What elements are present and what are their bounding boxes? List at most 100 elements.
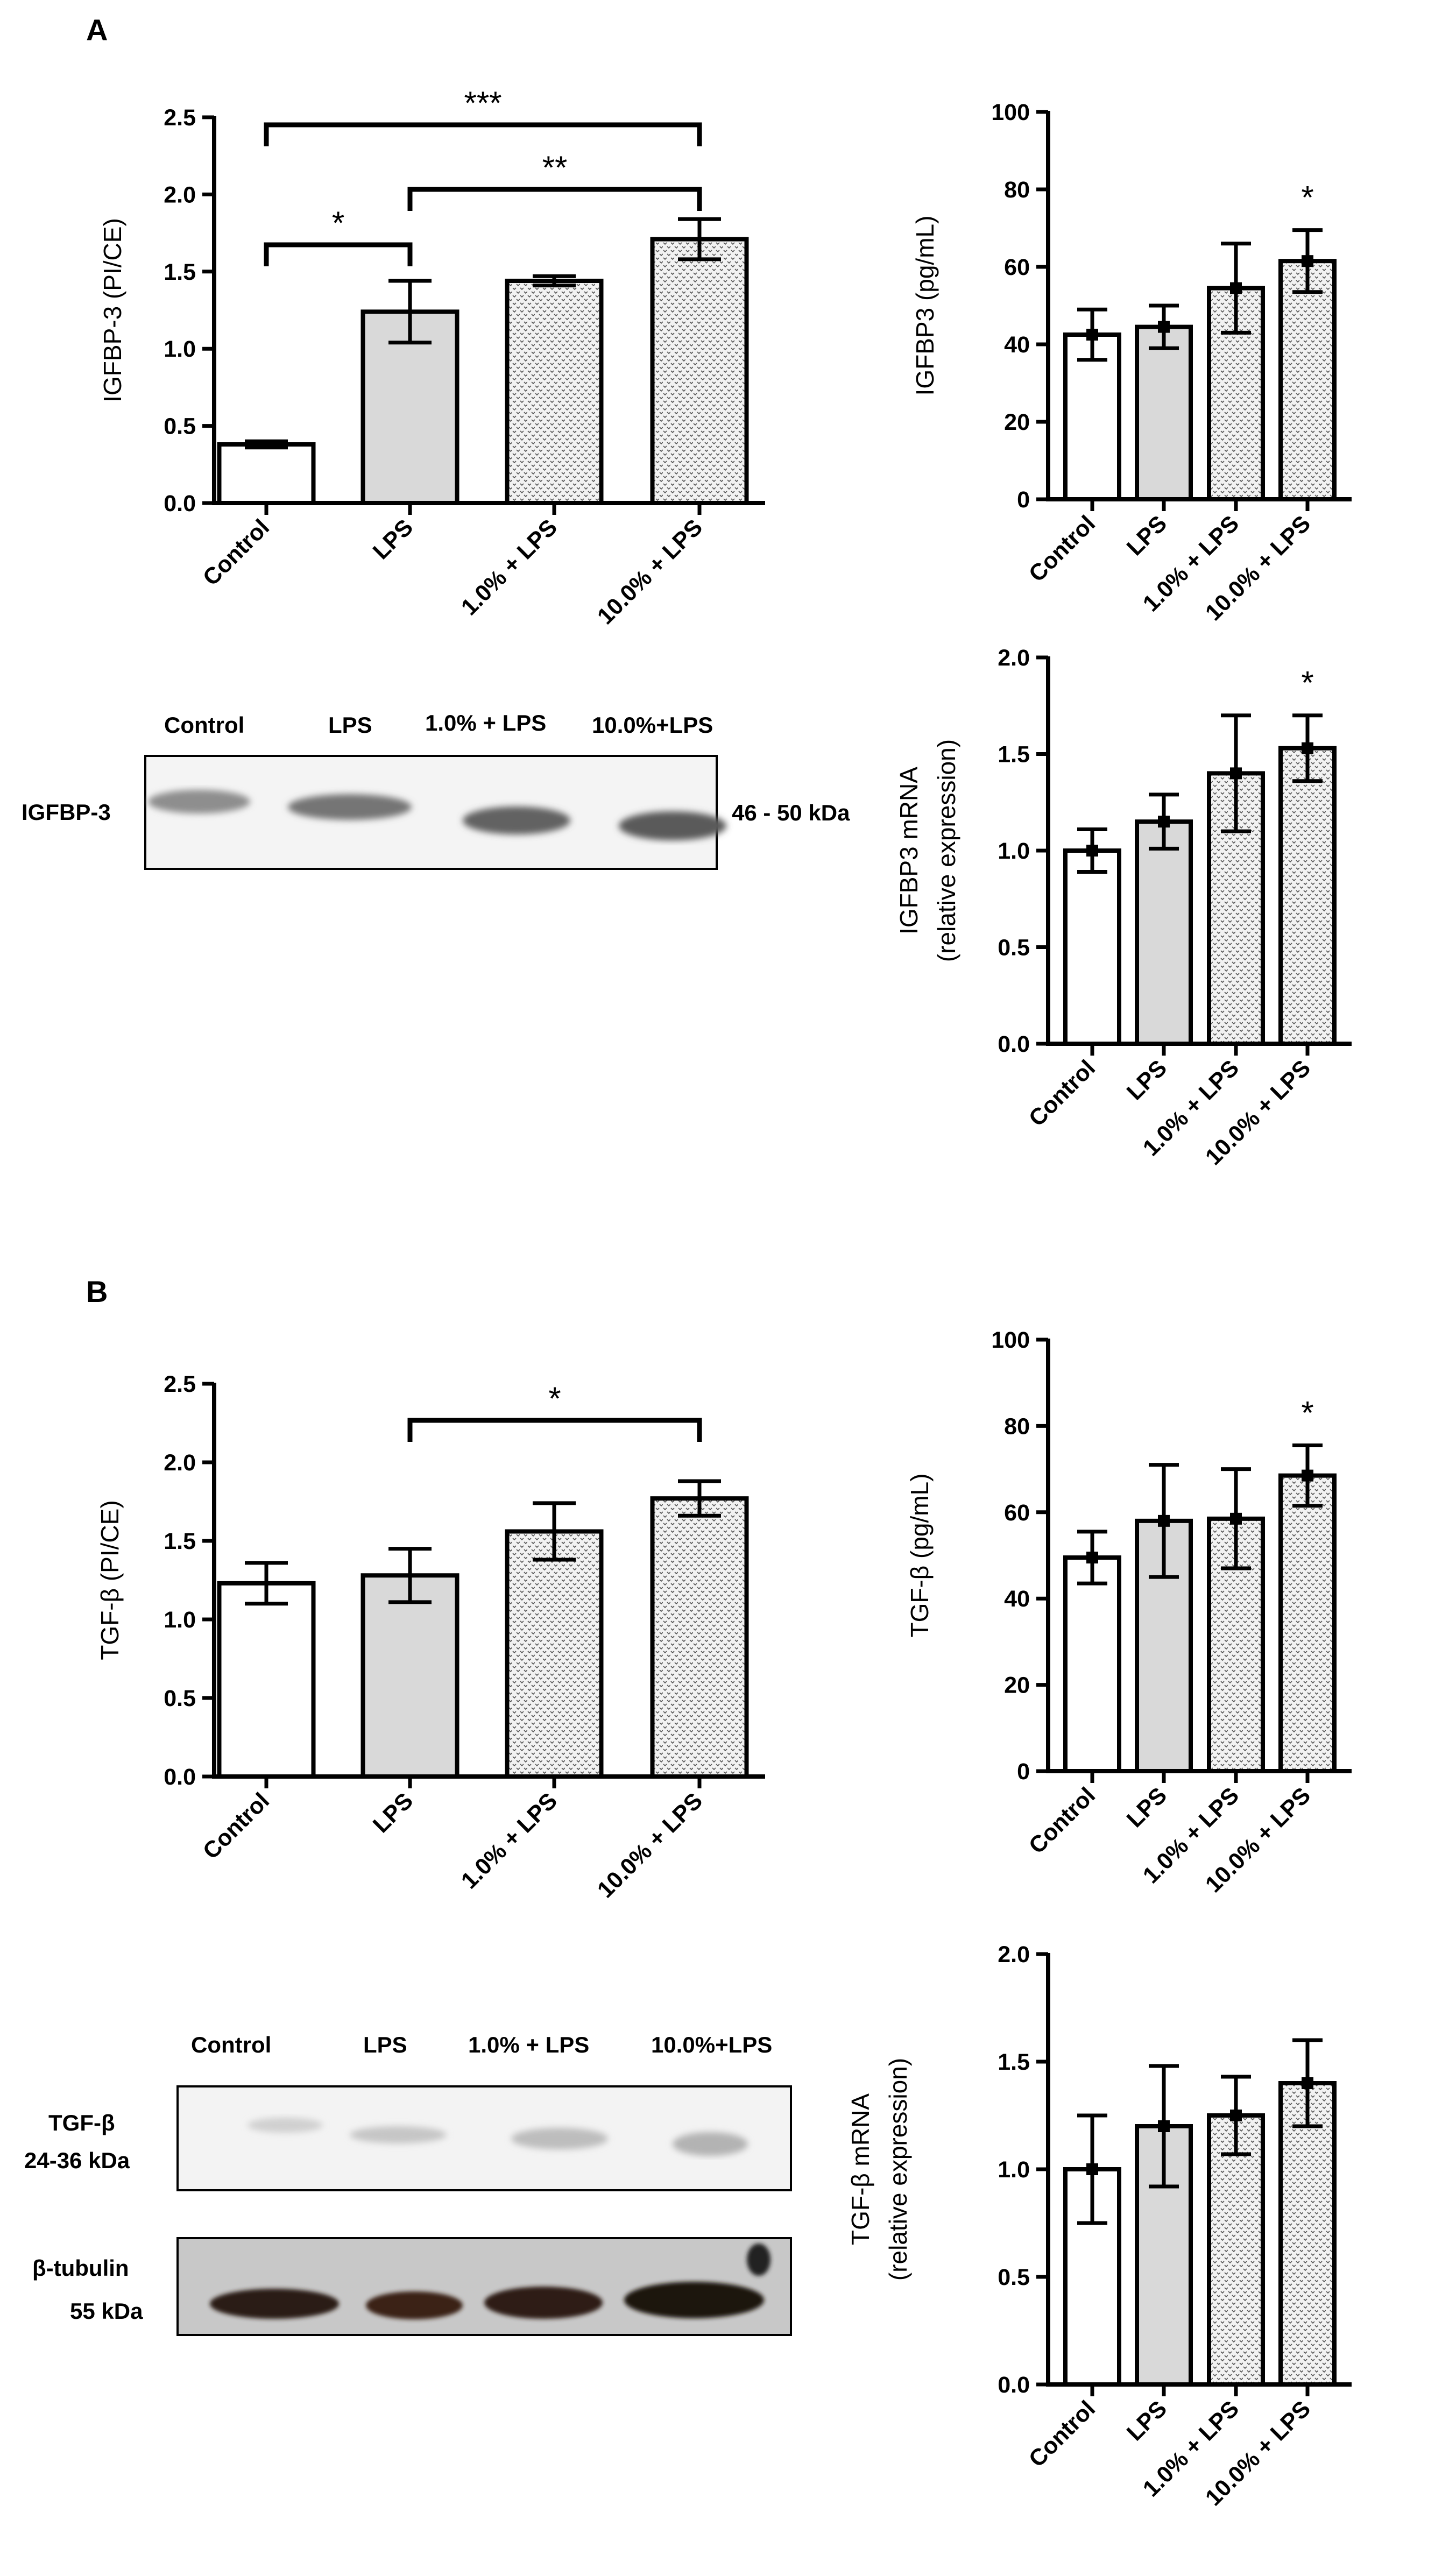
blot-band	[484, 2287, 603, 2319]
significance-label: ***	[464, 85, 501, 121]
mean-marker	[1302, 1469, 1313, 1482]
x-tick-label: Control	[198, 1788, 274, 1864]
bar	[505, 279, 604, 505]
bar	[650, 237, 749, 505]
blot-band	[148, 790, 250, 813]
blot-band	[463, 806, 570, 834]
y-tick-label: 0	[1017, 1759, 1030, 1785]
blot-lane-label: Control	[191, 2032, 271, 2057]
y-tick-label: 20	[1004, 409, 1030, 435]
blot-lane-label: 10.0%+LPS	[651, 2032, 772, 2057]
y-tick-label: 0.0	[998, 1031, 1030, 1057]
y-tick-label: 0.5	[164, 414, 196, 440]
mean-marker	[1158, 321, 1170, 333]
bar	[1278, 2081, 1337, 2387]
blot-band	[673, 2132, 748, 2156]
y-tick-label: 2.0	[164, 1450, 196, 1476]
bar	[650, 1496, 749, 1779]
blot-size-label: 55 kDa	[70, 2298, 143, 2324]
blot-band	[350, 2126, 447, 2143]
mean-marker	[1230, 767, 1242, 780]
y-tick-label: 1.0	[164, 336, 196, 362]
y-axis-title: TGF-β (pg/mL)	[906, 1473, 934, 1637]
blot-lane-label: 10.0%+LPS	[592, 712, 713, 738]
significance-label: *	[1301, 1395, 1313, 1431]
y-tick-label: 2.0	[998, 1942, 1030, 1968]
y-tick-label: 1.5	[164, 1528, 196, 1554]
significance-bracket	[407, 1418, 702, 1442]
mean-marker	[1230, 2110, 1242, 2121]
y-tick-label: 2.5	[164, 105, 196, 131]
bar	[1063, 1555, 1121, 1773]
blot-band	[747, 2244, 771, 2276]
x-tick-label: LPS	[1122, 2396, 1172, 2446]
x-tick-label: LPS	[1122, 511, 1172, 561]
x-tick-label: Control	[1024, 511, 1100, 587]
mean-marker	[1086, 1552, 1098, 1564]
bar	[1135, 819, 1193, 1046]
y-tick-label: 1.5	[998, 742, 1030, 768]
bar	[1063, 332, 1121, 501]
blot-band	[248, 2118, 323, 2133]
significance-bracket	[264, 242, 413, 266]
significance-label: *	[548, 1381, 561, 1417]
bar	[1278, 1473, 1337, 1773]
blot-membrane	[176, 2237, 792, 2336]
y-tick-label: 80	[1004, 177, 1030, 203]
mean-marker	[1158, 1515, 1170, 1527]
significance-label: *	[1301, 665, 1313, 701]
bar	[1135, 324, 1193, 501]
y-tick-label: 0.5	[164, 1686, 196, 1711]
x-tick-label: LPS	[1122, 1055, 1172, 1105]
y-tick-label: 0.0	[998, 2372, 1030, 2398]
bar	[1278, 746, 1337, 1046]
y-tick-label: 100	[991, 100, 1030, 125]
y-tick-label: 0.5	[998, 2264, 1030, 2290]
blot-lane-label: 1.0% + LPS	[468, 2032, 589, 2057]
bar	[360, 1573, 460, 1779]
y-tick-label: 1.5	[164, 259, 196, 285]
blot-size-label: 24-36 kDa	[24, 2148, 130, 2173]
y-tick-label: 20	[1004, 1673, 1030, 1699]
blot-size-label: 46 - 50 kDa	[732, 800, 850, 825]
chart-igfbp3-protein-blot-quant: 0.0 0.5 1.0 1.5 2.0 2.5 IGFBP-3 (PI/CE) Control…	[98, 85, 765, 629]
bar	[217, 1581, 316, 1779]
y-axis-title: TGF-β (PI/CE)	[96, 1500, 124, 1660]
blot-lane-label: LPS	[363, 2032, 407, 2057]
y-tick-label: 60	[1004, 1500, 1030, 1526]
significance-label: *	[332, 205, 344, 241]
x-tick-label: LPS	[368, 514, 418, 564]
y-axis-title: IGFBP-3 (PI/CE)	[98, 218, 126, 402]
bar	[1063, 848, 1121, 1046]
x-tick-label: LPS	[368, 1788, 418, 1838]
western-blot-tgfb: Control LPS 1.0% + LPS 10.0%+LPS TGF-β 2…	[24, 2032, 792, 2336]
significance-label: **	[542, 150, 568, 186]
y-tick-label: 60	[1004, 254, 1030, 280]
mean-marker	[1086, 329, 1098, 341]
panel-label-b: B	[86, 1275, 108, 1308]
x-tick-label: LPS	[1122, 1782, 1172, 1832]
chart-tgfb-protein-blot-quant: 0.0 0.5 1.0 1.5 2.0 2.5 TGF-β (PI/CE) Control LP…	[96, 1371, 765, 1903]
y-tick-label: 1.5	[998, 2049, 1030, 2075]
blot-band	[210, 2289, 339, 2319]
mean-marker	[1230, 282, 1242, 294]
blot-row-label: IGFBP-3	[22, 799, 111, 825]
bar	[1278, 259, 1337, 501]
mean-marker	[1086, 2163, 1098, 2175]
y-tick-label: 1.0	[164, 1607, 196, 1633]
y-tick-label: 1.0	[998, 2157, 1030, 2183]
y-tick-label: 2.5	[164, 1371, 196, 1397]
blot-band	[624, 2282, 764, 2318]
mean-marker	[1158, 816, 1170, 828]
blot-band	[511, 2128, 608, 2149]
mean-marker	[1086, 845, 1098, 857]
blot-membrane	[144, 755, 718, 870]
chart-tgfb-mrna: 0.0 0.5 1.0 1.5 2.0 TGF-β mRNA (relative expre…	[846, 1942, 1352, 2511]
mean-marker	[1302, 2077, 1313, 2089]
y-tick-label: 0.0	[164, 1764, 196, 1790]
x-tick-label: 1.0% + LPS	[456, 514, 562, 620]
y-tick-label: 0.5	[998, 935, 1030, 961]
